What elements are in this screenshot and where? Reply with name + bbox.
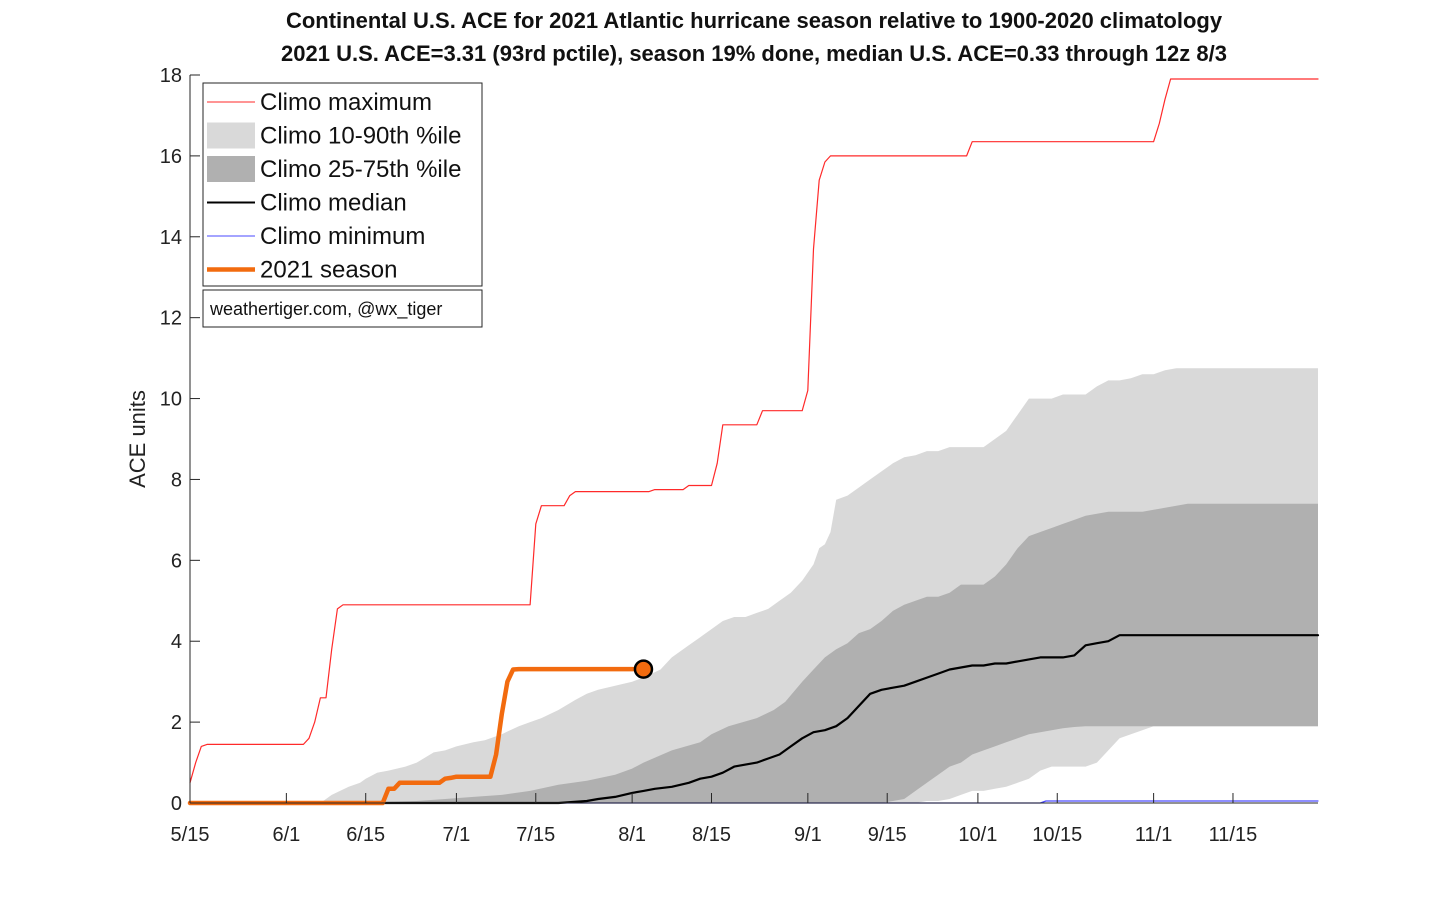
legend-swatch	[207, 156, 255, 182]
x-tick-label: 9/15	[868, 824, 907, 846]
x-tick-label: 10/15	[1032, 824, 1082, 846]
y-tick-label: 6	[171, 550, 182, 572]
band-25-75	[190, 503, 1318, 803]
legend-swatch	[207, 122, 255, 149]
legend-label: Climo 25-75th %ile	[260, 156, 461, 183]
credit-box	[202, 289, 483, 328]
series-climo-maximum	[189, 78, 1319, 784]
legend-label: 2021 season	[260, 257, 397, 284]
y-axis-label: ACE units	[125, 390, 150, 488]
chart-title: Continental U.S. ACE for 2021 Atlantic h…	[285, 8, 1223, 33]
x-tick-label: 7/1	[443, 824, 471, 846]
current-point-marker	[633, 659, 654, 679]
legend-label: Climo maximum	[260, 89, 432, 116]
y-tick-label: 2	[171, 712, 182, 734]
x-tick-label: 8/15	[692, 824, 731, 846]
x-tick-label: 9/1	[794, 824, 822, 846]
legend-box	[202, 82, 483, 287]
x-tick-label: 5/15	[171, 824, 210, 846]
legend-label: Climo 10-90th %ile	[260, 123, 461, 150]
y-tick-label: 16	[160, 146, 182, 168]
x-tick-label: 6/1	[272, 824, 300, 846]
legend-label: Climo median	[260, 190, 407, 217]
y-tick-label: 4	[171, 631, 182, 653]
series-climo-median	[188, 634, 1320, 805]
y-tick-label: 12	[160, 308, 182, 330]
y-tick-label: 8	[171, 469, 182, 491]
chart-subtitle: 2021 U.S. ACE=3.31 (93rd pctile), season…	[281, 41, 1227, 66]
legend-label: Climo minimum	[260, 223, 425, 250]
x-tick-label: 10/1	[958, 824, 997, 846]
x-tick-label: 7/15	[516, 824, 555, 846]
y-tick-label: 0	[171, 793, 182, 815]
credit-text: weathertiger.com, @wx_tiger	[209, 299, 442, 320]
y-tick-label: 14	[160, 227, 182, 249]
y-tick-label: 10	[160, 389, 182, 411]
x-tick-label: 8/1	[618, 824, 646, 846]
series-2021-season	[187, 666, 646, 806]
x-tick-label: 6/15	[346, 824, 385, 846]
y-tick-label: 18	[160, 65, 182, 87]
x-tick-label: 11/1	[1135, 824, 1172, 846]
x-tick-label: 11/15	[1209, 824, 1258, 846]
